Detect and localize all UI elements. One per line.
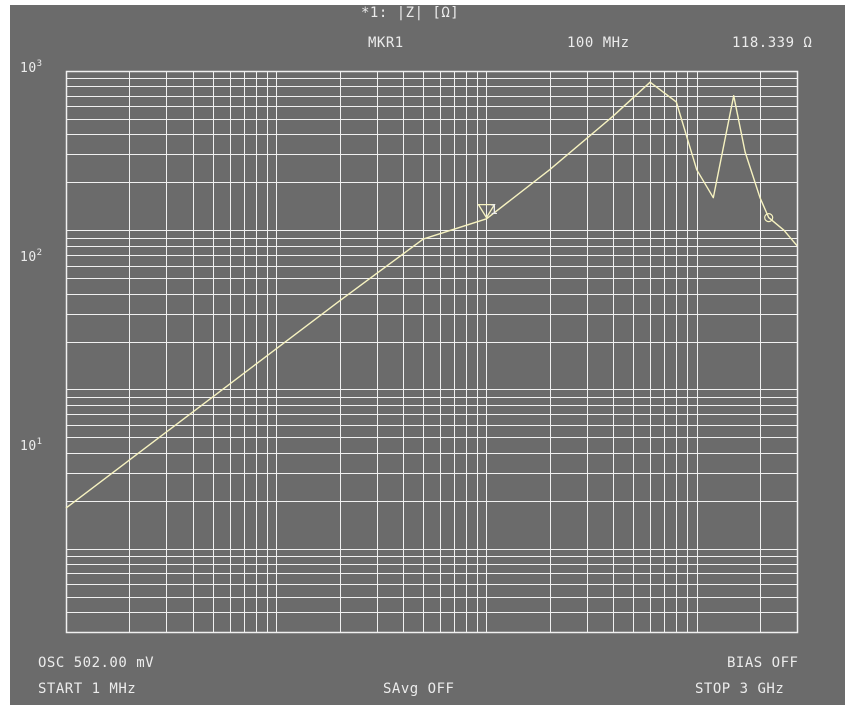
stop-frequency: STOP 3 GHz	[695, 681, 785, 697]
start-frequency: START 1 MHz	[38, 681, 137, 697]
marker-triangle-icon	[477, 203, 496, 219]
y-label-low: 101	[20, 437, 43, 454]
marker-value: 118.339 Ω	[732, 35, 813, 51]
marker-name: MKR1	[368, 35, 404, 51]
y-label-mid: 102	[20, 248, 43, 265]
y-label-top: 103	[20, 59, 43, 76]
marker-number: 1	[490, 203, 499, 218]
bias-status: BIAS OFF	[727, 655, 799, 671]
impedance-plot	[65, 70, 799, 634]
trace-label: *1: |Z| [Ω]	[361, 5, 460, 21]
marker-frequency: 100 MHz	[567, 35, 630, 51]
analyzer-screen: *1: |Z| [Ω] MKR1 100 MHz 118.339 Ω 103 1…	[10, 5, 845, 705]
plot-border	[65, 70, 799, 634]
cursor-circle-icon	[764, 213, 774, 223]
sweep-average: SAvg OFF	[383, 681, 455, 697]
osc-level: OSC 502.00 mV	[38, 655, 155, 671]
impedance-trace	[65, 81, 798, 509]
